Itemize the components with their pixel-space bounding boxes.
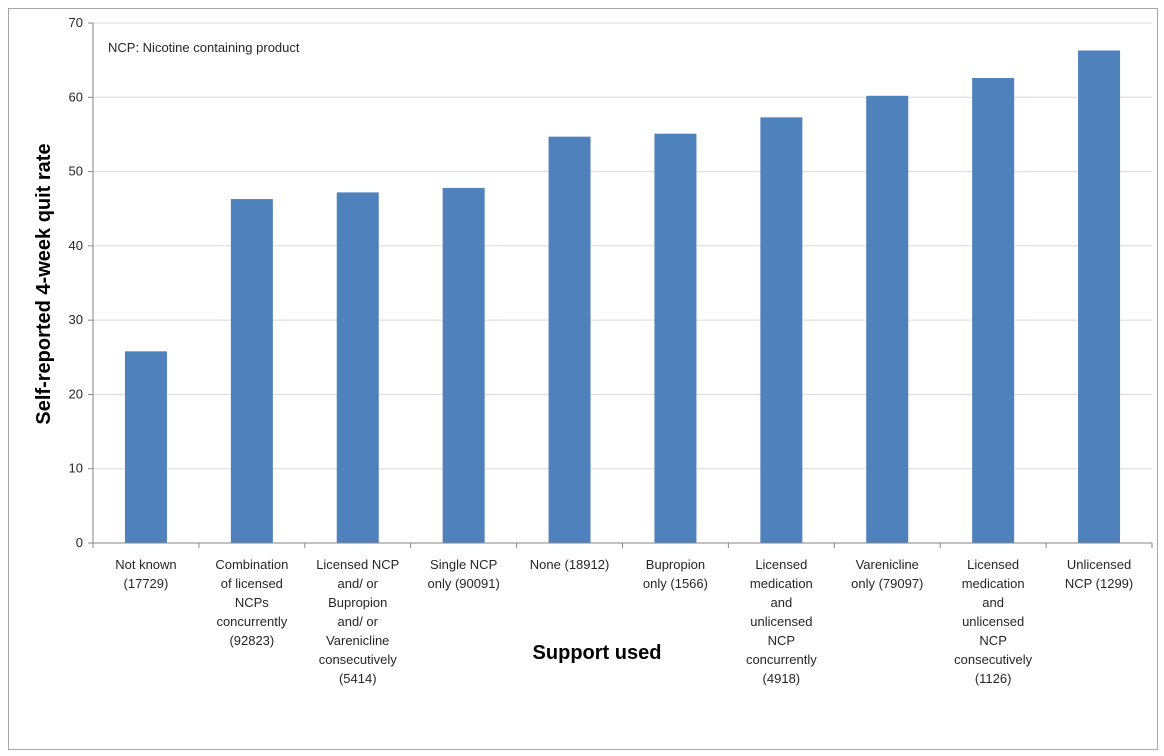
x-tick-label-line: Bupropion xyxy=(646,557,705,572)
x-tick-label: Licensed medication and unlicensed NCP consec… xyxy=(954,557,1033,686)
x-tick-label-line: and xyxy=(770,595,792,610)
x-tick-label: None (18912) xyxy=(530,557,610,572)
bars xyxy=(124,50,1121,544)
bar xyxy=(230,199,273,544)
x-tick-label-line: and/ or xyxy=(338,614,379,629)
bar xyxy=(972,77,1015,543)
x-tick-label-line: only (79097) xyxy=(851,576,923,591)
y-tick-label: 70 xyxy=(69,15,83,30)
bar xyxy=(548,136,591,543)
x-tick-label-line: of licensed xyxy=(221,576,283,591)
x-tick-label-line: Bupropion xyxy=(328,595,387,610)
x-tick-label-line: consecutively xyxy=(319,652,398,667)
x-tick-label-line: None (18912) xyxy=(530,557,610,572)
x-tick-label-line: Unlicensed xyxy=(1067,557,1131,572)
x-tick-label-line: unlicensed xyxy=(962,614,1024,629)
x-tick-label: Varenicline only (79097) xyxy=(851,557,923,591)
bar xyxy=(1078,50,1121,543)
bar xyxy=(760,117,803,543)
y-tick-label: 40 xyxy=(69,238,83,253)
annotation-note: NCP: Nicotine containing product xyxy=(108,40,300,55)
y-tick-label: 10 xyxy=(69,461,83,476)
x-tick-label-line: only (90091) xyxy=(428,576,500,591)
x-tick-label: Unlicensed NCP (1299) xyxy=(1065,557,1133,591)
x-tick-label-line: Licensed xyxy=(755,557,807,572)
x-tick-label-line: NCP xyxy=(979,633,1006,648)
x-tick-label-line: Single NCP xyxy=(430,557,497,572)
x-tick-label-line: Varenicline xyxy=(856,557,919,572)
bar xyxy=(336,192,379,543)
x-tick-label-line: (17729) xyxy=(124,576,169,591)
x-tick-label-line: NCPs xyxy=(235,595,269,610)
x-tick-label-line: NCP xyxy=(768,633,795,648)
bar xyxy=(866,95,909,544)
x-tick-label-line: concurrently xyxy=(746,652,817,667)
x-tick-label-line: only (1566) xyxy=(643,576,708,591)
x-tick-label: Combination of licensed NCPs concurrently (9… xyxy=(215,557,288,648)
x-tick-label-line: medication xyxy=(750,576,813,591)
bar xyxy=(442,187,485,543)
x-axis-tick-marks xyxy=(92,543,1153,548)
x-tick-label: Bupropion only (1566) xyxy=(643,557,708,591)
y-tick-label: 0 xyxy=(76,535,83,550)
x-tick-label-line: (4918) xyxy=(763,671,801,686)
x-tick-label-line: (5414) xyxy=(339,671,377,686)
y-tick-label: 20 xyxy=(69,386,83,401)
x-tick-label-line: consecutively xyxy=(954,652,1033,667)
x-tick-label-line: Licensed NCP xyxy=(316,557,399,572)
y-axis-title: Self-reported 4-week quit rate xyxy=(33,143,55,424)
x-tick-label: Single NCP only (90091) xyxy=(428,557,500,591)
y-axis-ticks: 0 10 20 30 40 50 60 70 xyxy=(69,15,93,550)
x-tick-label: Licensed medication and unlicensed NCP concur… xyxy=(746,557,817,686)
x-tick-label-line: Combination xyxy=(215,557,288,572)
x-tick-label: Not known (17729) xyxy=(115,557,176,591)
y-tick-label: 60 xyxy=(69,89,83,104)
x-tick-label-line: concurrently xyxy=(216,614,287,629)
x-tick-label-line: and xyxy=(982,595,1004,610)
x-axis-labels: Not known (17729) Combination of licensed NC… xyxy=(115,557,1133,686)
bar xyxy=(654,133,697,543)
bar xyxy=(124,351,167,543)
x-tick-label-line: and/ or xyxy=(338,576,379,591)
x-tick-label-line: (1126) xyxy=(975,671,1012,686)
x-axis-title: Support used xyxy=(533,642,662,664)
y-tick-label: 30 xyxy=(69,312,83,327)
x-tick-label-line: (92823) xyxy=(229,633,274,648)
x-tick-label: Licensed NCP and/ or Bupropion and/ or Varen… xyxy=(316,557,399,686)
x-tick-label-line: medication xyxy=(962,576,1025,591)
y-tick-label: 50 xyxy=(69,164,83,179)
x-tick-label-line: Licensed xyxy=(967,557,1019,572)
x-tick-label-line: Varenicline xyxy=(326,633,389,648)
x-tick-label-line: NCP (1299) xyxy=(1065,576,1133,591)
x-tick-label-line: Not known xyxy=(115,557,176,572)
x-tick-label-line: unlicensed xyxy=(750,614,812,629)
